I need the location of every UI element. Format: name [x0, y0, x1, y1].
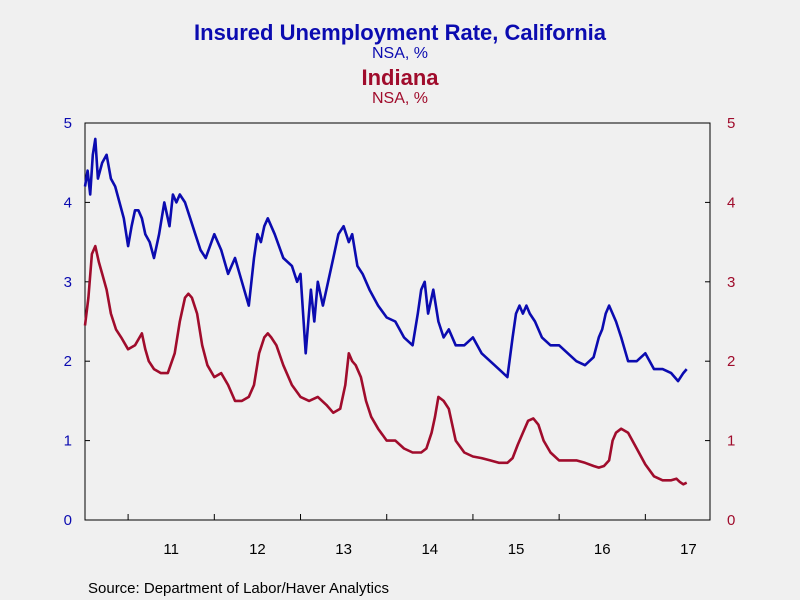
x-tick-label: 16: [594, 541, 611, 558]
x-tick-label: 11: [163, 541, 179, 558]
left-axis: 0 1 2 3 4 5: [64, 115, 90, 529]
california-subtitle: NSA, %: [372, 45, 428, 62]
indiana-title: Indiana: [361, 65, 439, 90]
indiana-subtitle: NSA, %: [372, 90, 428, 107]
x-tick-label: 14: [421, 541, 438, 558]
right-tick-label: 3: [727, 274, 735, 291]
right-tick-label: 4: [727, 194, 735, 211]
right-tick-label: 0: [727, 512, 735, 529]
x-axis: 11 12 13 14 15 16 17: [127, 514, 697, 558]
x-tick-label: 15: [508, 541, 525, 558]
california-title: Insured Unemployment Rate, California: [194, 20, 607, 45]
series-line-indiana: [83, 244, 688, 486]
right-tick-label: 5: [727, 115, 735, 132]
right-axis: 0 1 2 3 4 5: [705, 115, 735, 529]
left-tick-label: 2: [64, 353, 72, 370]
x-tick-label: 17: [680, 541, 697, 558]
series-line-california: [83, 137, 688, 383]
left-tick-label: 1: [64, 433, 72, 450]
source-note: Source: Department of Labor/Haver Analyt…: [88, 580, 389, 597]
x-tick-label: 12: [249, 541, 266, 558]
right-tick-label: 1: [727, 433, 735, 450]
right-tick-label: 2: [727, 353, 735, 370]
series-layer: [83, 137, 688, 486]
left-tick-label: 0: [64, 512, 72, 529]
left-tick-label: 3: [64, 274, 72, 291]
x-tick-label: 13: [335, 541, 352, 558]
left-tick-label: 5: [64, 115, 72, 132]
left-tick-label: 4: [64, 194, 72, 211]
